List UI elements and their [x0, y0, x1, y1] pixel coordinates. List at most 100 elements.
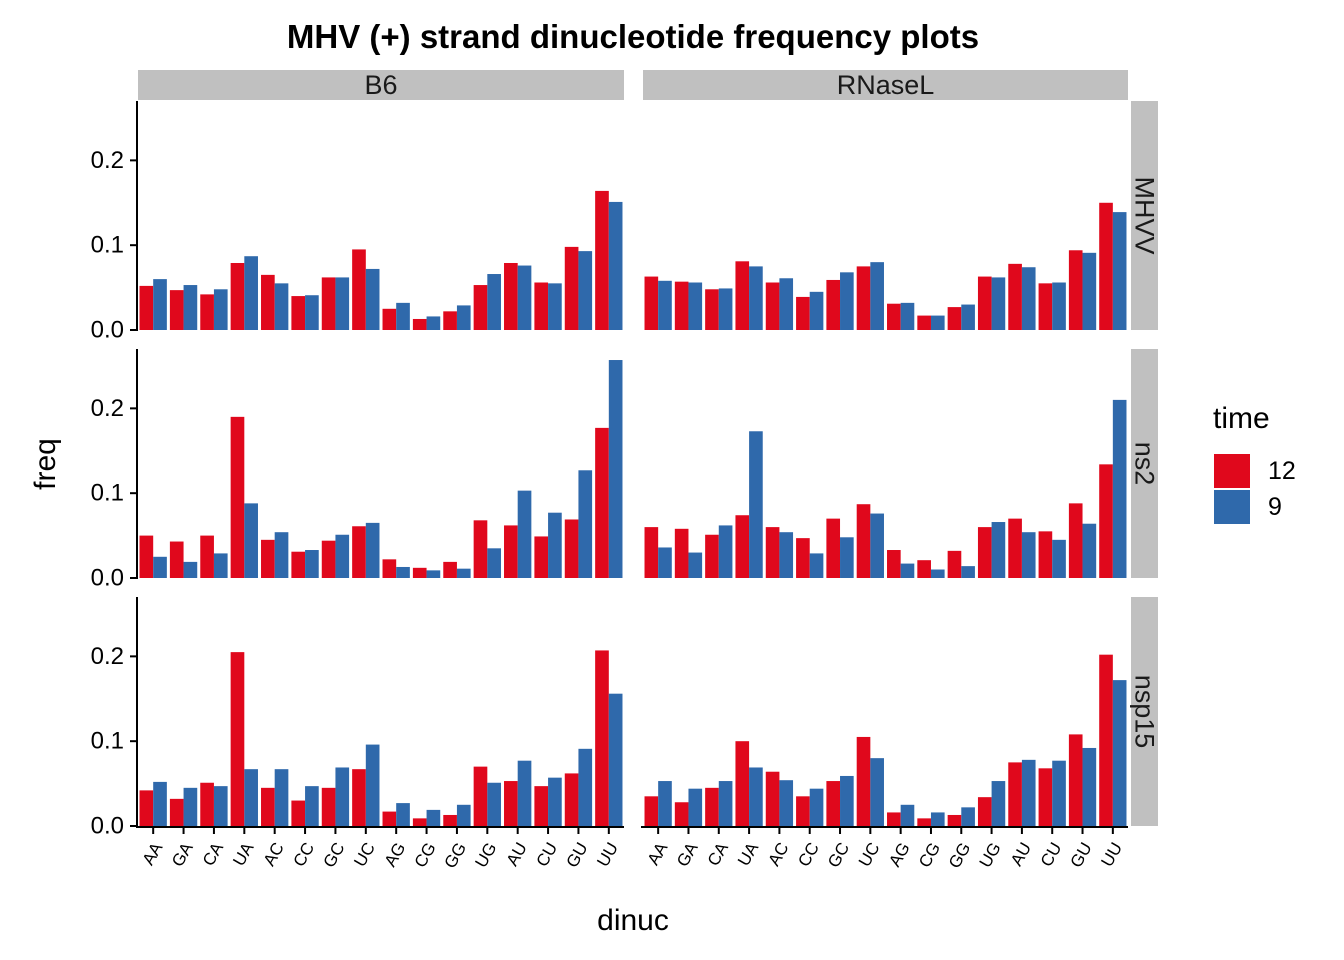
- bar-cc-t9: [809, 291, 824, 330]
- x-tick-label: CU: [1037, 839, 1066, 870]
- bar-uc-t12: [856, 266, 871, 330]
- bar-gu-t12: [1068, 250, 1083, 330]
- bar-ga-t9: [183, 285, 198, 330]
- bar-ac-t9: [274, 532, 289, 578]
- legend-label-12: 12: [1268, 457, 1296, 485]
- bar-uc-t12: [352, 249, 366, 330]
- bar-ca-t12: [200, 535, 214, 578]
- bar-gu-t12: [564, 519, 579, 578]
- bar-ca-t9: [718, 525, 733, 578]
- x-tick-label: GA: [673, 839, 702, 870]
- x-tick-label: CG: [915, 839, 944, 871]
- chart-title: MHV (+) strand dinucleotide frequency pl…: [287, 18, 979, 55]
- x-tick-label: UC: [350, 839, 379, 870]
- x-tick-label: GC: [824, 839, 853, 871]
- bar-gg-t12: [443, 311, 457, 330]
- bar-cg-t12: [412, 567, 427, 578]
- bar-au-t12: [1008, 762, 1022, 826]
- bar-gu-t12: [1068, 734, 1083, 826]
- bar-gg-t12: [947, 550, 962, 578]
- bar-cu-t9: [548, 283, 562, 330]
- bar-uu-t9: [1112, 399, 1127, 578]
- bar-au-t12: [504, 262, 518, 330]
- bar-uc-t12: [856, 736, 871, 826]
- bar-uu-t12: [1099, 654, 1113, 826]
- legend-key-12: [1214, 454, 1250, 488]
- bar-gu-t12: [564, 246, 579, 330]
- bar-cg-t12: [917, 818, 931, 826]
- bar-gc-t12: [826, 279, 841, 330]
- bar-ac-t9: [274, 283, 289, 330]
- bar-ga-t9: [688, 788, 703, 826]
- panel-ns2-b6: 0.0 0.1 0.2: [91, 349, 623, 592]
- bar-cu-t9: [1052, 282, 1066, 330]
- bar-ca-t9: [718, 288, 733, 330]
- bar-gc-t9: [840, 272, 854, 330]
- bar-au-t12: [1008, 263, 1022, 330]
- bar-aa-t12: [644, 276, 659, 330]
- bar-ca-t9: [213, 553, 228, 578]
- bar-ag-t9: [396, 803, 410, 826]
- bar-ug-t9: [991, 522, 1006, 578]
- y-tick-label: 0.0: [91, 813, 124, 840]
- x-tick-label: GU: [562, 839, 591, 871]
- x-tick-label: AG: [381, 839, 410, 870]
- bar-aa-t12: [139, 285, 154, 330]
- bar-au-t12: [504, 525, 518, 578]
- bar-gg-t9: [961, 566, 975, 578]
- bar-cc-t12: [291, 551, 306, 578]
- row-strip-label: MHVV: [1130, 176, 1160, 254]
- bar-uu-t12: [1099, 202, 1113, 330]
- bar-uc-t9: [365, 522, 380, 578]
- x-tick-label: GG: [440, 839, 470, 871]
- x-tick-label: UA: [734, 839, 763, 870]
- x-tick-label: UG: [976, 839, 1005, 871]
- y-tick-label: 0.1: [91, 728, 124, 755]
- bar-gu-t9: [1082, 523, 1097, 578]
- bar-ug-t9: [487, 274, 501, 330]
- bar-ag-t9: [900, 804, 915, 826]
- bar-ac-t9: [779, 278, 794, 330]
- bar-ga-t9: [688, 552, 703, 578]
- x-tick-label: AA: [644, 839, 672, 869]
- bar-ag-t9: [396, 302, 410, 330]
- bar-cc-t9: [809, 553, 824, 578]
- x-tick-label: GC: [319, 839, 348, 871]
- bar-aa-t9: [658, 781, 672, 826]
- x-tick-label: AA: [139, 839, 167, 869]
- bar-ag-t12: [382, 308, 397, 330]
- panel-mhvv-rnasel: [644, 202, 1127, 330]
- x-tick-label: AU: [1007, 839, 1035, 869]
- bar-cc-t12: [291, 296, 306, 330]
- x-tick-label: AG: [885, 839, 914, 870]
- bar-ua-t12: [735, 741, 750, 826]
- bar-au-t9: [1021, 267, 1036, 330]
- bar-ug-t9: [991, 781, 1006, 826]
- bar-cu-t9: [1052, 760, 1066, 826]
- bar-cg-t12: [917, 315, 931, 330]
- bar-ca-t9: [213, 786, 228, 826]
- y-tick-label: 0.1: [91, 480, 124, 507]
- bar-gu-t9: [1082, 747, 1097, 826]
- bar-gc-t12: [321, 277, 336, 330]
- bar-uc-t9: [365, 744, 380, 826]
- panel-nsp15-b6: 0.0 0.1 0.2 AA GA CA UA AC CC GC UC AG CG GG UG AU CU GU U…: [91, 597, 624, 872]
- bar-uu-t9: [1112, 212, 1127, 330]
- bar-ua-t12: [230, 652, 245, 826]
- x-tick-label: UU: [1097, 839, 1126, 870]
- bar-uc-t9: [365, 268, 380, 330]
- bar-ac-t12: [765, 527, 780, 578]
- bar-ga-t12: [169, 798, 184, 826]
- row-strip-nsp15: [1131, 597, 1158, 826]
- x-tick-label: CA: [704, 839, 733, 870]
- bar-au-t12: [504, 781, 518, 826]
- legend: time 12 9: [1213, 402, 1296, 524]
- bar-cg-t12: [412, 318, 427, 330]
- bar-cg-t9: [930, 315, 945, 330]
- bar-gu-t9: [1082, 252, 1097, 330]
- bar-uu-t12: [595, 427, 609, 578]
- bar-uc-t12: [352, 769, 366, 826]
- bar-ua-t9: [749, 767, 763, 826]
- bar-gc-t12: [826, 781, 841, 826]
- bar-ca-t12: [200, 294, 214, 330]
